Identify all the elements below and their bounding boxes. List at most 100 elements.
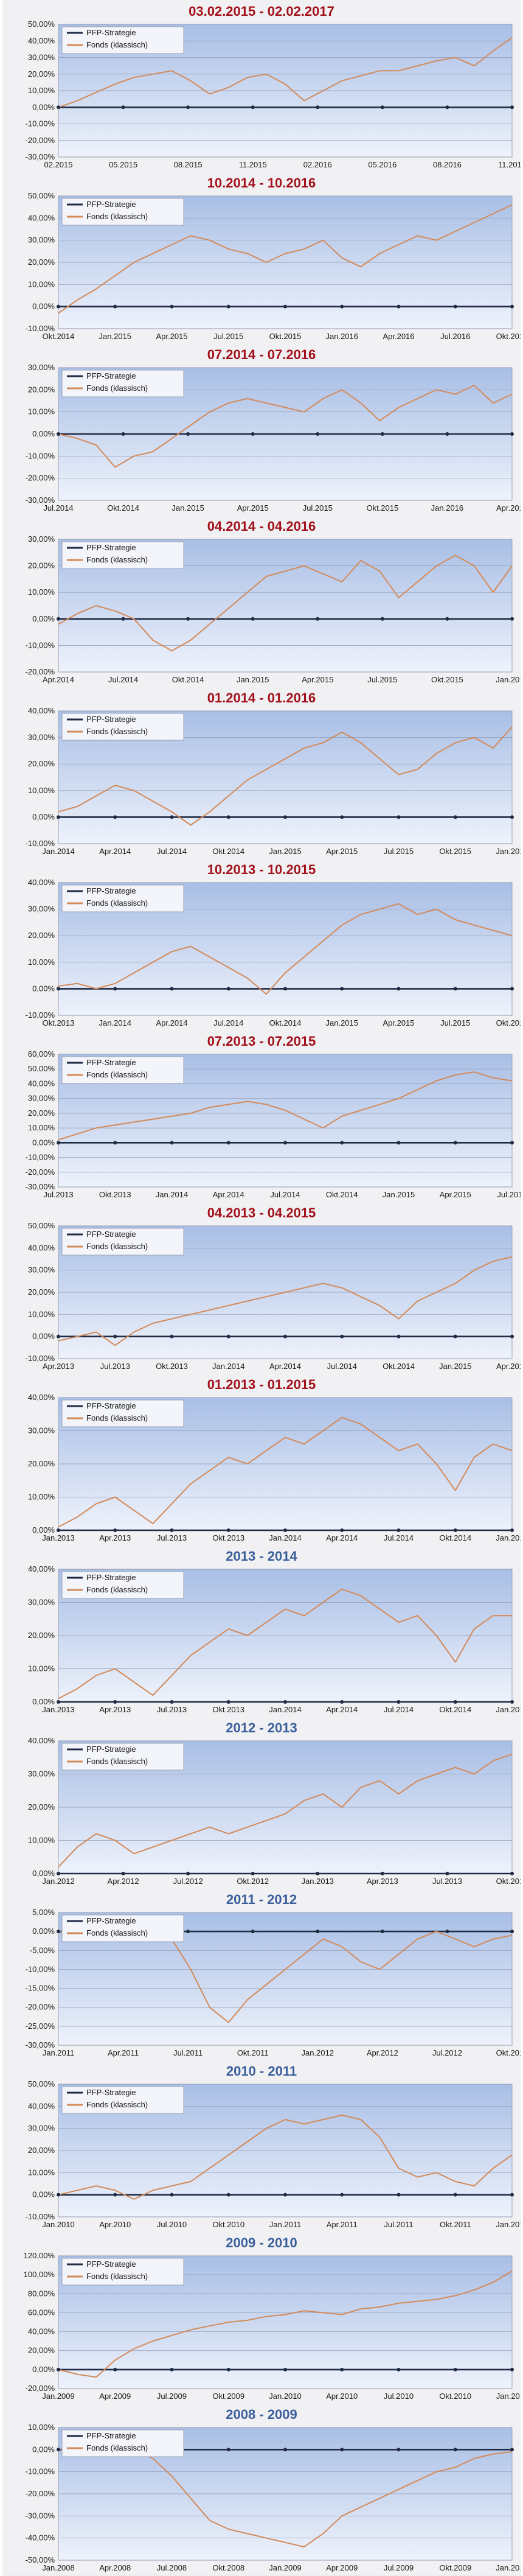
y-tick-label: 30,00% <box>28 2124 55 2133</box>
series-marker-pfp <box>283 2448 287 2452</box>
x-tick-label: Jul.2014 <box>384 1705 414 1714</box>
chart-panel: 2009 - 2010 120,00% 100,00% 80,00% 60,00% 40,… <box>2 2231 521 2404</box>
x-tick-label: Okt.2013 <box>212 1533 244 1542</box>
chart-title: 2009 - 2010 <box>226 2235 297 2250</box>
y-tick-label: 50,00% <box>28 19 55 29</box>
chart-title: 01.2013 - 01.2015 <box>207 1377 316 1392</box>
series-marker-pfp <box>453 987 457 991</box>
chart-panel: 03.02.2015 - 02.02.2017 50,00% 40,00% 30,00… <box>2 0 521 172</box>
x-tick-label: 02.2016 <box>303 160 332 169</box>
series-marker-pfp <box>57 2193 60 2197</box>
x-tick-label: Apr.2015 <box>302 675 333 684</box>
legend-label: PFP-Strategie <box>86 886 136 895</box>
series-line-fonds-klassisch <box>58 1588 512 1699</box>
chart-panel: 2012 - 2013 40,00% 30,00% 20,00% 10,00% 0,00%… <box>2 1717 521 1889</box>
series-marker-pfp <box>170 2367 174 2371</box>
series-marker-pfp <box>453 1141 457 1145</box>
chart-title: 04.2014 - 04.2016 <box>207 519 316 534</box>
legend <box>61 541 184 569</box>
y-tick-label: 40,00% <box>28 36 55 45</box>
chart-panel: 2008 - 2009 10,00% 0,00% -10,00% -20,00% -30,… <box>2 2403 521 2575</box>
legend-label: PFP-Strategie <box>86 28 136 37</box>
legend-label: Fonds (klassisch) <box>86 2272 148 2281</box>
x-tick-label: Okt.2012 <box>496 2048 521 2057</box>
series-marker-pfp <box>340 987 344 991</box>
x-tick-label: Jul.2015 <box>367 675 397 684</box>
chart-title: 2008 - 2009 <box>226 2407 297 2422</box>
y-tick-label: -20,00% <box>26 1167 55 1177</box>
series-line-fonds-klassisch <box>58 385 513 468</box>
x-tick-label: Apr.2014 <box>269 1362 301 1371</box>
series-marker-pfp <box>226 1528 230 1532</box>
line-chart: 40,00%30,00%20,00%10,00%0,00%-10,00%Okt.… <box>26 878 521 1027</box>
y-tick-label: 0,00% <box>32 429 55 438</box>
x-tick-label: Okt.2014 <box>172 675 204 684</box>
series-marker-pfp <box>170 815 174 819</box>
series-marker-pfp <box>186 432 190 436</box>
x-tick-label: Jan.2014 <box>269 1533 302 1542</box>
x-tick-label: Apr.2016 <box>383 332 414 341</box>
series-marker-pfp <box>510 1141 514 1145</box>
legend-label: PFP-Strategie <box>86 2088 136 2097</box>
series-marker-pfp <box>226 2193 230 2197</box>
series-marker-pfp <box>283 987 287 991</box>
series-marker-pfp <box>397 815 401 819</box>
x-tick-label: Okt.2014 <box>107 503 139 513</box>
x-tick-label: Apr.2014 <box>213 1190 244 1199</box>
x-tick-label: Apr.2010 <box>99 2220 131 2229</box>
series-marker-pfp <box>397 987 401 991</box>
series-marker-pfp <box>251 1930 255 1934</box>
series-line-fonds-klassisch <box>58 2270 513 2378</box>
legend <box>61 1399 184 1427</box>
y-tick-label: 30,00% <box>28 905 55 914</box>
chart-title: 10.2014 - 10.2016 <box>207 175 316 191</box>
series-marker-pfp <box>226 1141 230 1145</box>
y-tick-label: -10,00% <box>26 119 55 128</box>
series-marker-pfp <box>316 617 320 621</box>
series-marker-pfp <box>113 2193 117 2197</box>
x-tick-label: Jan.2015 <box>496 1705 521 1714</box>
series-marker-pfp <box>380 1930 384 1934</box>
x-tick-label: Apr.2015 <box>440 1190 471 1199</box>
chart-panel: 04.2013 - 04.2015 50,00% 40,00% 30,00% 20,00… <box>2 1202 521 1374</box>
x-tick-label: Apr.2014 <box>326 1533 358 1542</box>
y-tick-label: 40,00% <box>28 1564 55 1573</box>
legend-label: Fonds (klassisch) <box>86 1070 148 1079</box>
x-tick-label: Okt.2015 <box>431 675 463 684</box>
legend-label: Fonds (klassisch) <box>86 1413 148 1423</box>
series-marker-pfp <box>445 617 449 621</box>
y-tick-label: 50,00% <box>28 1064 55 1073</box>
legend-label: PFP-Strategie <box>86 1573 136 1582</box>
series-marker-pfp <box>316 1930 320 1934</box>
x-tick-label: Jul.2015 <box>440 1018 470 1027</box>
x-tick-label: 02.2015 <box>44 160 73 169</box>
legend-label: PFP-Strategie <box>86 2259 136 2269</box>
x-tick-label: Okt.2008 <box>212 2563 244 2572</box>
y-tick-label: 60,00% <box>28 1049 55 1059</box>
series-marker-pfp <box>510 1528 514 1532</box>
legend <box>61 2086 184 2114</box>
y-tick-label: 40,00% <box>28 2327 55 2336</box>
x-tick-label: Jul.2013 <box>43 1190 73 1199</box>
y-tick-label: 0,00% <box>32 2365 55 2374</box>
series-marker-pfp <box>340 304 344 309</box>
series-marker-pfp <box>170 1700 174 1704</box>
y-tick-label: -10,00% <box>26 2212 55 2221</box>
series-marker-pfp <box>113 987 117 991</box>
series-line-fonds-klassisch <box>58 204 513 314</box>
line-chart: 40,00% 30,00% 20,00% 10,00% 0,00%Jan.2013 Apr… <box>28 1393 521 1542</box>
line-chart: 50,00% 40,00% 30,00% 20,00% 10,00% 0,00% -10,0… <box>26 2079 521 2229</box>
x-tick-label: Okt.2013 <box>99 1190 131 1199</box>
x-tick-label: Okt.2016 <box>496 332 521 341</box>
legend-label: Fonds (klassisch) <box>86 1242 148 1251</box>
y-tick-label: 40,00% <box>28 2101 55 2110</box>
y-tick-label: -20,00% <box>26 667 55 676</box>
y-tick-label: 0,00% <box>32 1869 55 1878</box>
series-marker-pfp <box>113 304 117 309</box>
x-tick-label: Jul.2008 <box>157 2563 187 2572</box>
x-tick-label: Apr.2015 <box>496 1362 521 1371</box>
y-tick-label: -5,00% <box>30 1945 55 1955</box>
y-tick-label: 10,00% <box>28 1493 55 1502</box>
y-tick-label: 40,00% <box>28 1393 55 1402</box>
x-tick-label: 05.2016 <box>368 160 397 169</box>
